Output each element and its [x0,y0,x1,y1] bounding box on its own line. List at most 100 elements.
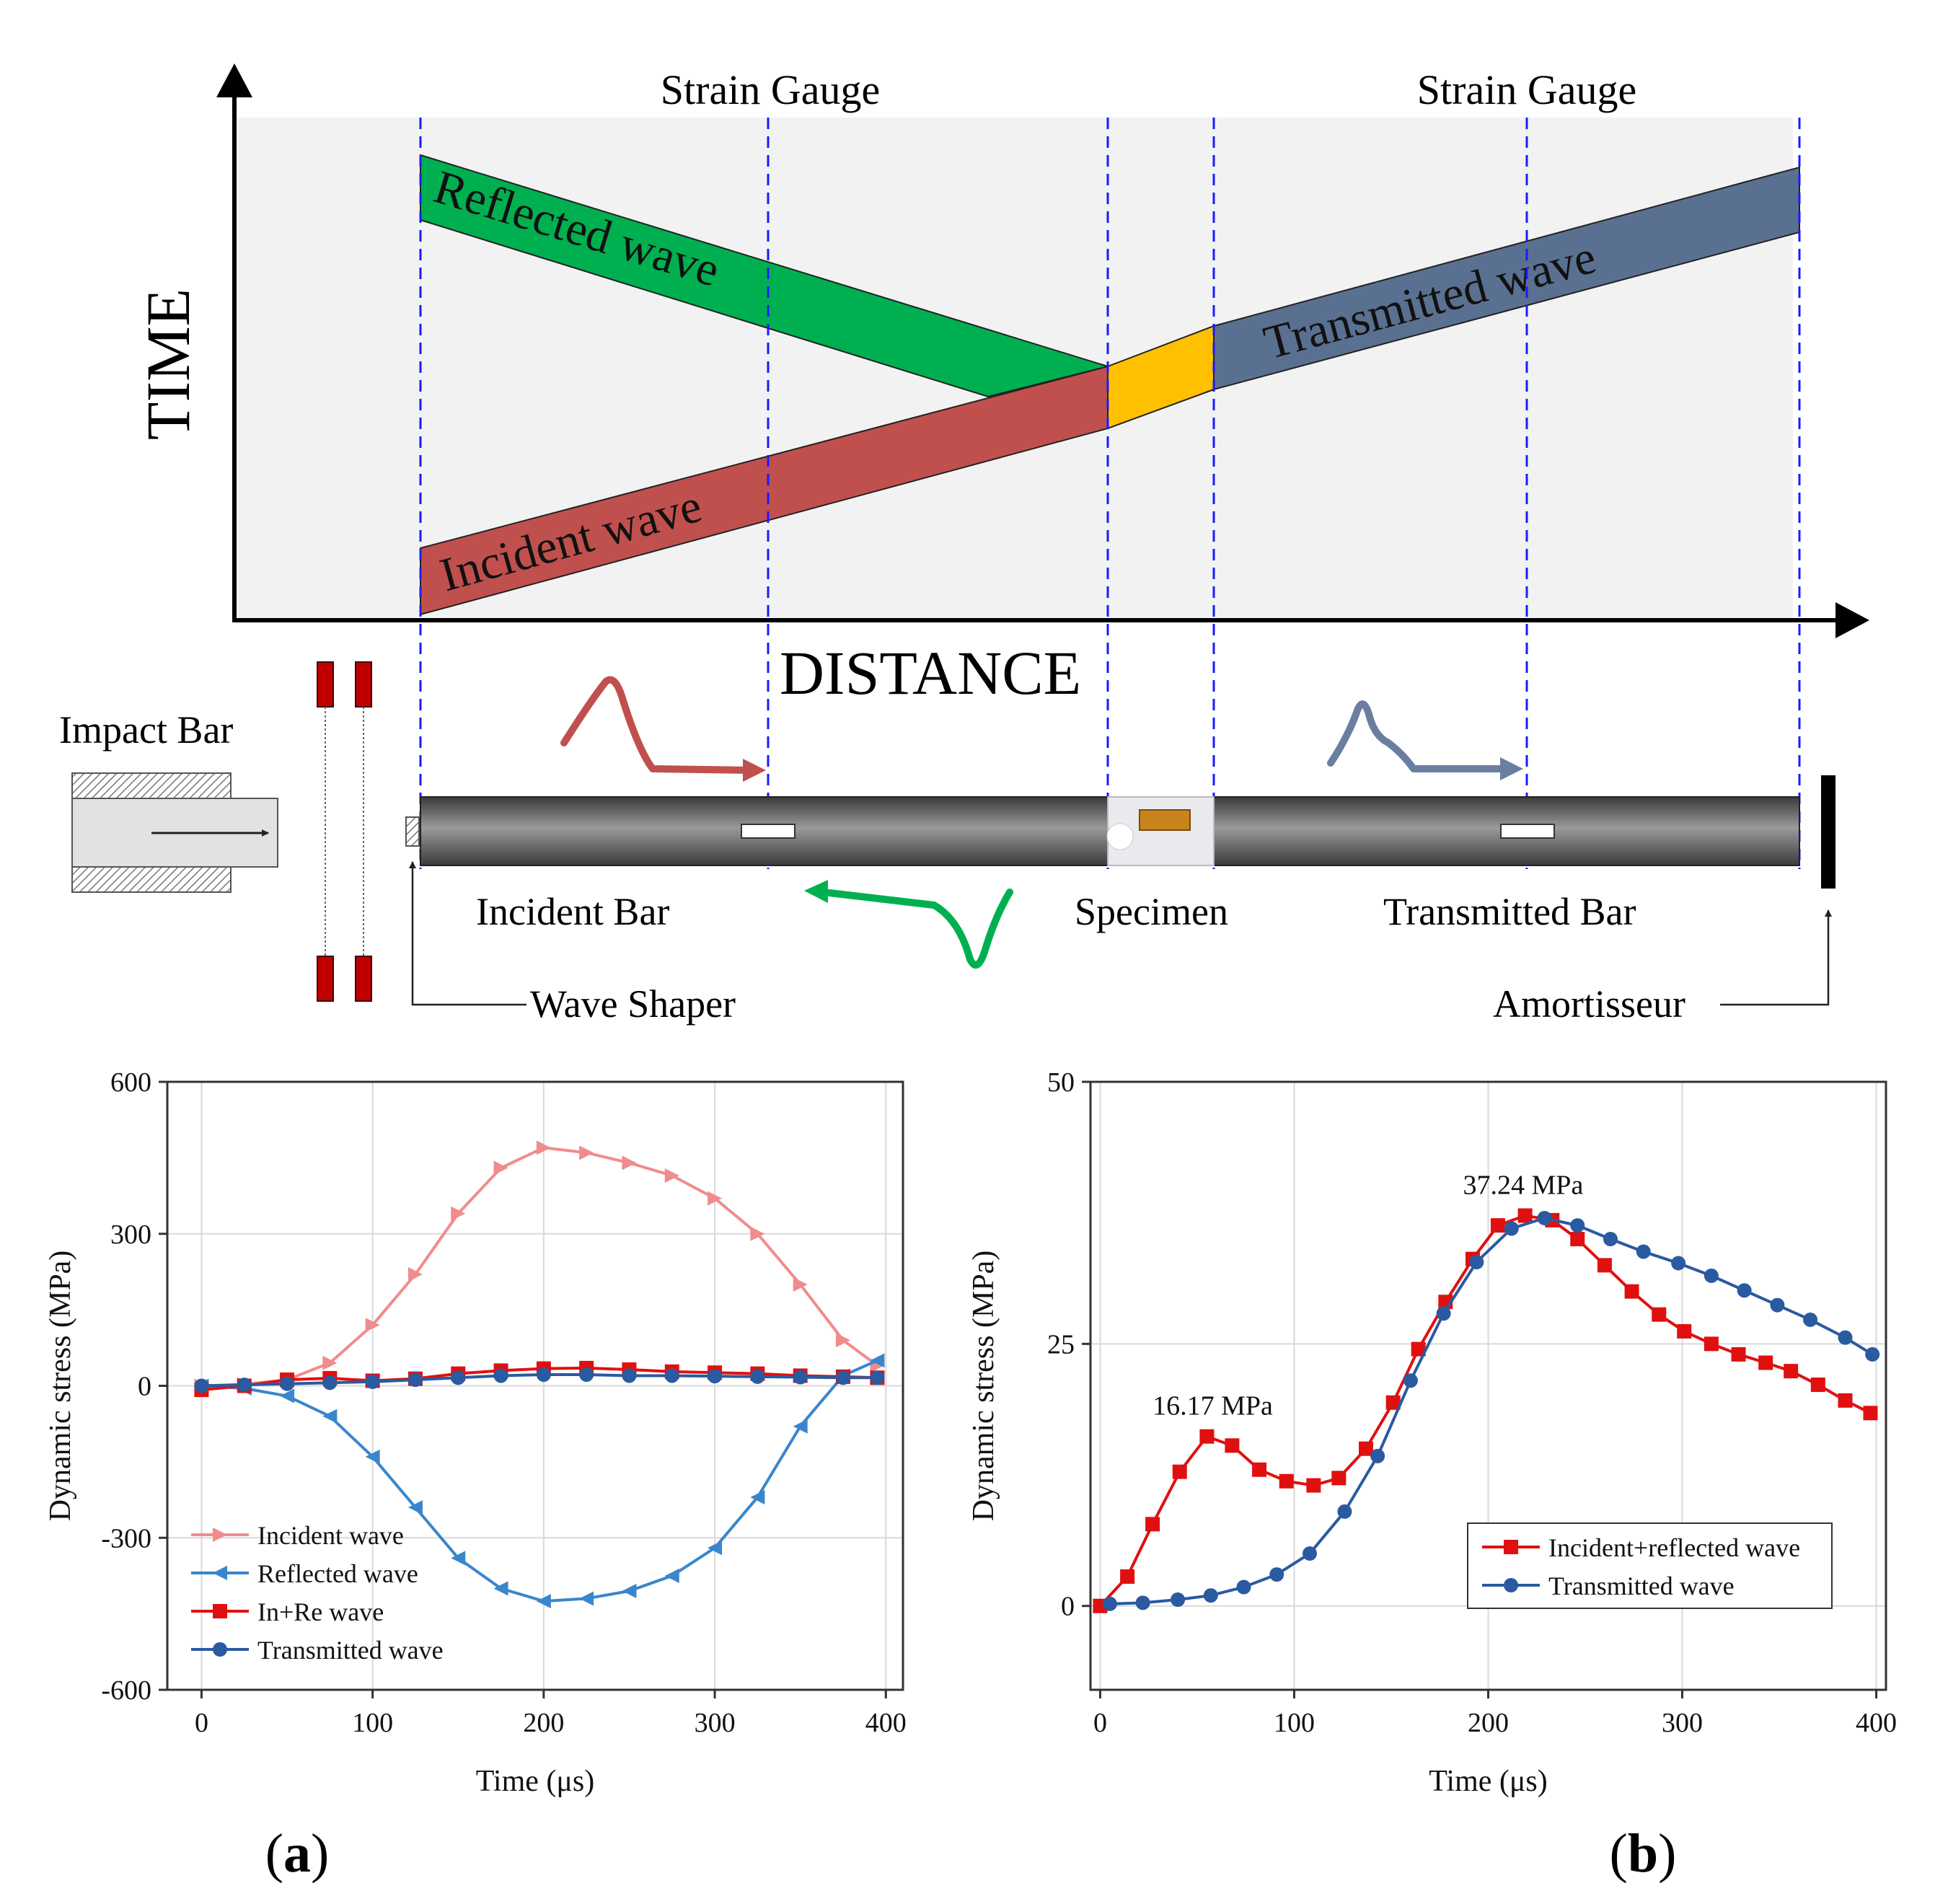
data-point [708,1541,723,1556]
data-point [213,1566,227,1580]
specimen-label: Specimen [1075,890,1228,933]
data-point [1737,1283,1752,1298]
data-point [750,1369,765,1384]
data-point [1624,1284,1639,1299]
x-tick-label: 200 [1468,1708,1509,1738]
data-point [536,1140,551,1155]
panel-label-a: (a) [265,1823,330,1884]
legend-frame [1467,1522,1833,1609]
legend: Incident wave Reflected wave In+Re wave Tra… [191,1521,444,1665]
x-tick-label: 0 [195,1708,208,1738]
data-point [1279,1473,1294,1489]
data-point [365,1318,380,1333]
legend: Incident+reflected wave Transmitted wave [1467,1522,1833,1609]
data-point [213,1642,227,1657]
data-point [1671,1256,1686,1271]
data-point [664,1368,679,1383]
data-point [1803,1312,1818,1327]
strain-gauge-label-1: Strain Gauge [661,66,880,113]
data-point [1370,1448,1385,1463]
y-tick-label: 50 [1047,1067,1075,1098]
data-point [1810,1378,1825,1393]
impact-bar-label: Impact Bar [59,708,233,752]
data-point [365,1374,380,1389]
specimen-gauge-foil [1139,809,1191,831]
y-tick-label: -600 [101,1675,151,1706]
legend-label: Transmitted wave [1548,1572,1735,1600]
reflected-pulse-icon [826,889,1013,969]
light-gate-block [355,956,372,1002]
x-axis-label: Time (μs) [476,1765,595,1798]
data-point [622,1155,637,1171]
time-axis-label: TIME [133,288,203,440]
data-point [793,1370,808,1385]
data-point [1411,1341,1426,1357]
data-point [750,1226,765,1241]
data-point [579,1367,594,1383]
panel-label-a-letter: a [283,1823,311,1884]
data-point [1704,1268,1719,1283]
specimen-hole [1106,823,1134,850]
data-point [1385,1395,1401,1410]
panel-label-b-letter: b [1628,1823,1658,1884]
incident-pulse-icon [560,676,754,774]
y-axis-label: Dynamic stress (MPa) [967,1251,1000,1522]
data-point [407,1372,423,1388]
data-point [1863,1406,1878,1421]
data-point [1172,1464,1187,1479]
data-point [1337,1504,1352,1519]
data-point [536,1367,551,1383]
data-point [1838,1330,1853,1345]
data-point [1306,1478,1321,1493]
data-point [237,1378,252,1393]
distance-axis-arrowhead [1835,602,1869,638]
data-point [1731,1347,1746,1362]
impact-bar-sleeve-top [71,772,232,799]
data-point [1199,1429,1215,1444]
transmitted-pulse-icon [1327,700,1511,772]
data-point [213,1528,227,1542]
data-point [1704,1336,1719,1352]
data-point [1469,1254,1484,1269]
amortisseur-label: Amortisseur [1493,982,1685,1026]
light-gates [317,661,372,1002]
light-gate-block [355,661,372,708]
data-point [1145,1517,1160,1532]
data-point [708,1191,723,1206]
data-point [280,1388,295,1403]
legend-label: Transmitted wave [257,1636,444,1665]
data-point [1436,1306,1451,1321]
x-tick-label: 400 [1856,1708,1897,1738]
data-point [1490,1218,1505,1233]
data-point [194,1378,209,1393]
y-tick-label: 600 [110,1067,151,1098]
data-point [870,1370,885,1385]
x-tick-label: 200 [523,1708,564,1738]
data-point [1636,1244,1651,1259]
data-point [407,1500,423,1515]
annotation-label: 16.17 MPa [1153,1391,1273,1422]
data-point [451,1370,466,1385]
data-point [322,1409,338,1424]
data-point [1403,1373,1418,1388]
annotation-label: 37.24 MPa [1463,1170,1584,1200]
x-tick-label: 300 [695,1708,736,1738]
data-point [1252,1462,1267,1477]
data-point [322,1355,338,1370]
data-point [1784,1364,1799,1379]
data-point [708,1369,723,1384]
data-point [1171,1592,1186,1608]
data-point [1537,1210,1552,1225]
x-tick-label: 400 [865,1708,907,1738]
transmitted-pulse-arrowhead [1500,757,1523,780]
data-point [213,1604,227,1618]
data-point [664,1568,679,1583]
data-point [407,1266,423,1282]
data-point [322,1375,338,1390]
data-point [451,1206,466,1221]
data-point [793,1419,808,1434]
legend-label: Incident wave [257,1521,404,1550]
amortisseur-leader [1720,909,1832,1006]
data-point [1225,1438,1240,1453]
